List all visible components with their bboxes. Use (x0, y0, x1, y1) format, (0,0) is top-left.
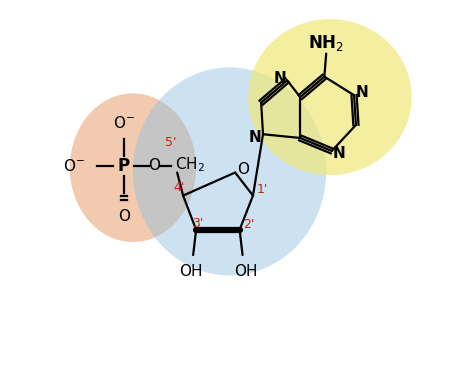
Text: 2': 2' (243, 218, 254, 231)
Text: 1': 1' (256, 183, 268, 196)
Text: O: O (237, 162, 249, 177)
Ellipse shape (70, 93, 196, 242)
Text: N: N (248, 130, 261, 145)
Text: CH$_2$: CH$_2$ (174, 155, 204, 174)
Text: P: P (118, 157, 130, 175)
Text: N: N (273, 71, 286, 86)
Text: O$^{-}$: O$^{-}$ (113, 115, 135, 131)
Text: O$^{-}$: O$^{-}$ (63, 158, 85, 174)
Ellipse shape (133, 67, 326, 276)
Text: NH$_2$: NH$_2$ (308, 33, 344, 53)
Text: OH: OH (180, 264, 203, 279)
Text: O: O (148, 158, 161, 173)
Text: O: O (118, 209, 130, 223)
Text: OH: OH (234, 264, 257, 279)
Text: 4': 4' (173, 181, 184, 194)
Text: N: N (356, 86, 369, 100)
Text: N: N (333, 146, 346, 161)
Text: 5': 5' (165, 136, 177, 149)
Ellipse shape (248, 19, 412, 175)
Text: 3': 3' (192, 217, 204, 230)
